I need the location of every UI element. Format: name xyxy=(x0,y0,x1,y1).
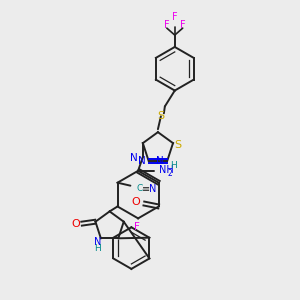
Text: S: S xyxy=(157,111,164,121)
Text: N: N xyxy=(156,156,164,166)
Text: F: F xyxy=(164,20,170,30)
Text: S: S xyxy=(174,140,182,150)
Text: NH: NH xyxy=(159,165,174,175)
Text: F: F xyxy=(180,20,185,30)
Text: C: C xyxy=(136,184,142,193)
Text: O: O xyxy=(131,196,140,206)
Text: F: F xyxy=(134,222,140,232)
Text: ≡: ≡ xyxy=(142,184,150,194)
Text: H: H xyxy=(94,244,101,253)
Text: N: N xyxy=(138,156,146,166)
Text: O: O xyxy=(71,219,80,229)
Text: H: H xyxy=(170,161,177,170)
Text: N: N xyxy=(130,153,138,163)
Text: N: N xyxy=(94,237,102,247)
Text: F: F xyxy=(172,12,178,22)
Text: N: N xyxy=(149,184,157,194)
Text: 2: 2 xyxy=(168,169,172,178)
